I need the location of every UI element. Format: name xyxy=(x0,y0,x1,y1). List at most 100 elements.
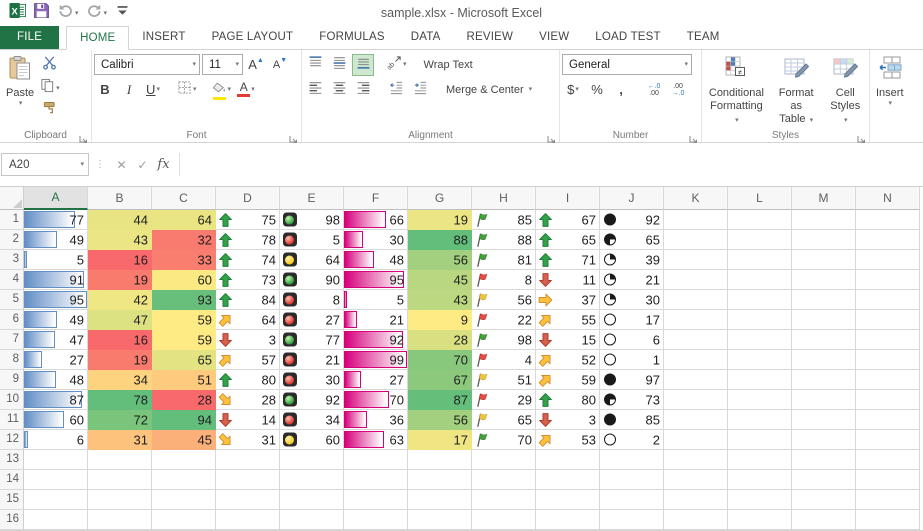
decrease-indent-button[interactable] xyxy=(385,79,407,101)
borders-button[interactable]: ▾ xyxy=(175,79,199,101)
accounting-format-button[interactable]: $ ▾ xyxy=(567,82,579,97)
format-as-table-button[interactable]: Format as Table ▾ xyxy=(769,52,824,128)
tab-view[interactable]: VIEW xyxy=(539,31,570,43)
cell-J12[interactable]: 2 xyxy=(600,430,664,450)
cell-H8[interactable]: 4 xyxy=(472,350,536,370)
wrap-text-button[interactable]: Wrap Text xyxy=(420,59,473,82)
cell-L6[interactable] xyxy=(728,310,792,330)
cell-A7[interactable]: 47 xyxy=(24,330,88,350)
cell-D4[interactable]: 73 xyxy=(216,270,280,290)
formula-input[interactable] xyxy=(179,153,923,176)
cell-F1[interactable]: 66 xyxy=(344,210,408,230)
cell-F5[interactable]: 5 xyxy=(344,290,408,310)
cell-J15[interactable] xyxy=(600,490,664,510)
cell-M16[interactable] xyxy=(792,510,856,530)
column-header-E[interactable]: E xyxy=(280,187,344,210)
cell-J2[interactable]: 65 xyxy=(600,230,664,250)
enter-button[interactable]: ✓ xyxy=(137,157,148,172)
cell-E16[interactable] xyxy=(280,510,344,530)
cell-I6[interactable]: 55 xyxy=(536,310,600,330)
cell-I9[interactable]: 59 xyxy=(536,370,600,390)
cut-button[interactable] xyxy=(38,54,62,76)
cell-M8[interactable] xyxy=(792,350,856,370)
cell-N7[interactable] xyxy=(856,330,920,350)
cell-B4[interactable]: 19 xyxy=(88,270,152,290)
cell-I16[interactable] xyxy=(536,510,600,530)
cell-I7[interactable]: 15 xyxy=(536,330,600,350)
cell-I13[interactable] xyxy=(536,450,600,470)
formula-bar-handle[interactable]: ⋮ xyxy=(95,159,105,170)
cell-E8[interactable]: 21 xyxy=(280,350,344,370)
row-header-4[interactable]: 4 xyxy=(0,270,24,290)
cell-K10[interactable] xyxy=(664,390,728,410)
comma-style-button[interactable]: , xyxy=(619,82,623,97)
cell-A9[interactable]: 48 xyxy=(24,370,88,390)
cell-B9[interactable]: 34 xyxy=(88,370,152,390)
cell-H12[interactable]: 70 xyxy=(472,430,536,450)
cell-I2[interactable]: 65 xyxy=(536,230,600,250)
cell-L7[interactable] xyxy=(728,330,792,350)
cell-C8[interactable]: 65 xyxy=(152,350,216,370)
cell-E15[interactable] xyxy=(280,490,344,510)
cell-M4[interactable] xyxy=(792,270,856,290)
cancel-button[interactable]: ✕ xyxy=(116,157,127,172)
tab-load-test[interactable]: LOAD TEST xyxy=(595,31,661,43)
bold-button[interactable]: B xyxy=(100,82,110,97)
cell-G15[interactable] xyxy=(408,490,472,510)
cell-J3[interactable]: 39 xyxy=(600,250,664,270)
cell-A14[interactable] xyxy=(24,470,88,490)
cell-G14[interactable] xyxy=(408,470,472,490)
row-header-7[interactable]: 7 xyxy=(0,330,24,350)
cell-C10[interactable]: 28 xyxy=(152,390,216,410)
cell-M10[interactable] xyxy=(792,390,856,410)
cell-K15[interactable] xyxy=(664,490,728,510)
cell-H6[interactable]: 22 xyxy=(472,310,536,330)
cell-B1[interactable]: 44 xyxy=(88,210,152,230)
column-header-D[interactable]: D xyxy=(216,187,280,210)
cell-G13[interactable] xyxy=(408,450,472,470)
cell-G7[interactable]: 28 xyxy=(408,330,472,350)
italic-button[interactable]: I xyxy=(126,81,132,97)
insert-function-button[interactable]: fx xyxy=(157,157,170,172)
conditional-formatting-button[interactable]: ≠ Conditional Formatting ▾ xyxy=(704,52,769,128)
copy-button[interactable]: ▾ xyxy=(38,77,62,99)
cell-F8[interactable]: 99 xyxy=(344,350,408,370)
shrink-font-button[interactable]: A ▼ xyxy=(272,57,288,71)
cell-K14[interactable] xyxy=(664,470,728,490)
paste-button[interactable]: Paste ▾ xyxy=(2,52,38,128)
clipboard-dialog-launcher[interactable] xyxy=(79,131,89,143)
cell-M15[interactable] xyxy=(792,490,856,510)
cell-N14[interactable] xyxy=(856,470,920,490)
row-header-12[interactable]: 12 xyxy=(0,430,24,450)
cell-L11[interactable] xyxy=(728,410,792,430)
cell-B8[interactable]: 19 xyxy=(88,350,152,370)
cell-L10[interactable] xyxy=(728,390,792,410)
cell-E3[interactable]: 64 xyxy=(280,250,344,270)
name-box[interactable]: A20 ▾ xyxy=(1,153,89,176)
cell-I15[interactable] xyxy=(536,490,600,510)
cell-D9[interactable]: 80 xyxy=(216,370,280,390)
cell-N2[interactable] xyxy=(856,230,920,250)
cell-D12[interactable]: 31 xyxy=(216,430,280,450)
cell-L9[interactable] xyxy=(728,370,792,390)
cell-A13[interactable] xyxy=(24,450,88,470)
cell-I10[interactable]: 80 xyxy=(536,390,600,410)
cell-L2[interactable] xyxy=(728,230,792,250)
cell-F15[interactable] xyxy=(344,490,408,510)
insert-cells-button[interactable]: Insert ▾ xyxy=(872,52,908,128)
cell-L13[interactable] xyxy=(728,450,792,470)
cell-C14[interactable] xyxy=(152,470,216,490)
underline-button[interactable]: U ▾ xyxy=(146,82,160,97)
cell-K3[interactable] xyxy=(664,250,728,270)
styles-dialog-launcher[interactable] xyxy=(857,131,867,143)
column-header-F[interactable]: F xyxy=(344,187,408,210)
cell-A12[interactable]: 6 xyxy=(24,430,88,450)
alignment-dialog-launcher[interactable] xyxy=(547,131,557,143)
cell-G4[interactable]: 45 xyxy=(408,270,472,290)
cell-C4[interactable]: 60 xyxy=(152,270,216,290)
cell-F6[interactable]: 21 xyxy=(344,310,408,330)
grow-font-button[interactable]: A ▲ xyxy=(248,57,264,72)
cell-L15[interactable] xyxy=(728,490,792,510)
cell-K6[interactable] xyxy=(664,310,728,330)
cell-N1[interactable] xyxy=(856,210,920,230)
